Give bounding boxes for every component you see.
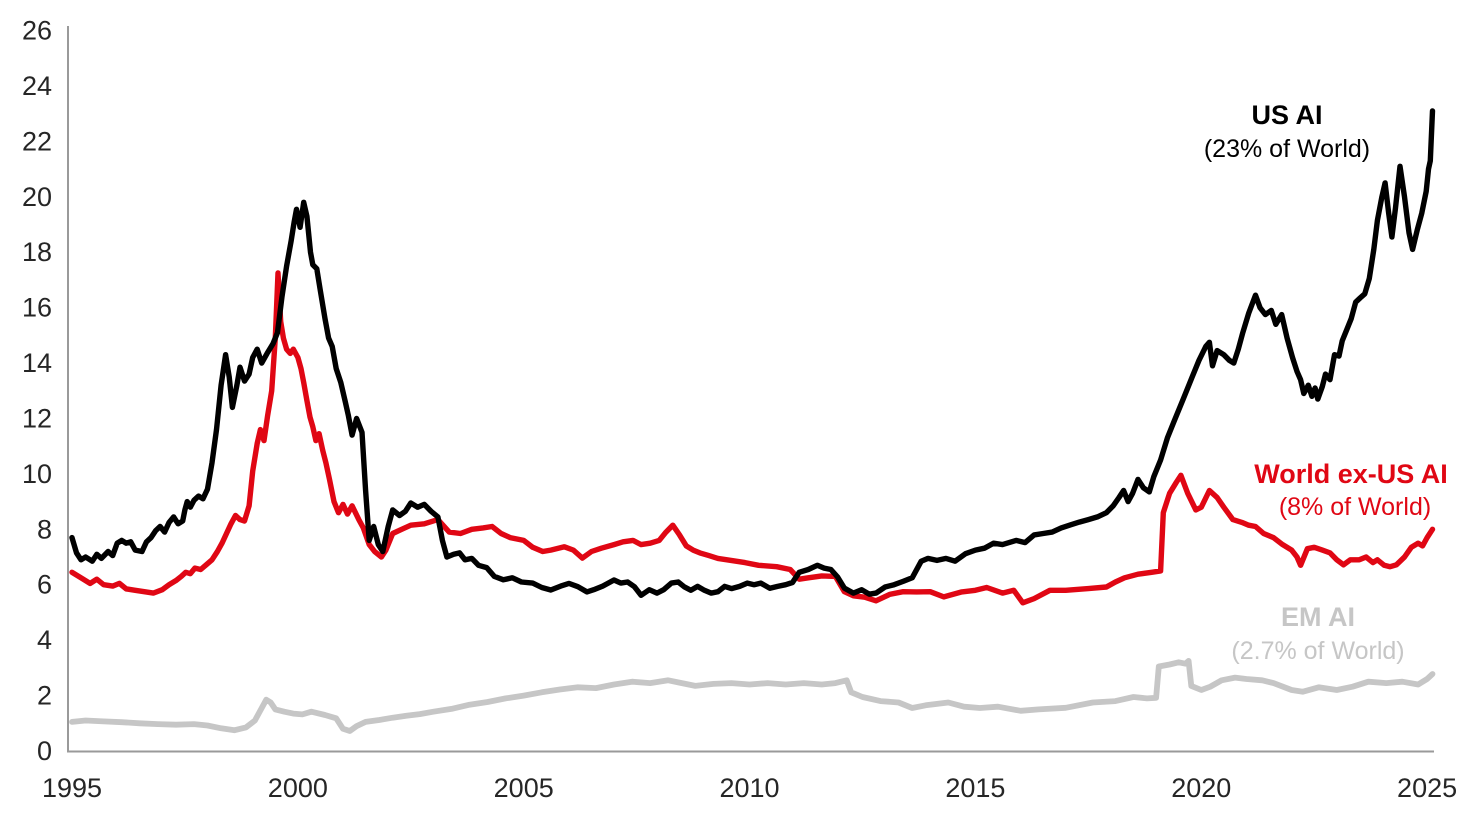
em-ai-line: [69, 658, 1436, 734]
world-ex-us-ai-line: [69, 270, 1436, 606]
us-ai-label: US AI: [1251, 100, 1322, 130]
world-ex-us-ai-sublabel: (8% of World): [1279, 493, 1431, 521]
x-tick-label: 2010: [720, 773, 780, 803]
x-tick-label: 2025: [1397, 773, 1457, 803]
x-tick-label: 2020: [1171, 773, 1231, 803]
y-tick-label: 18: [22, 237, 52, 267]
y-tick-label: 12: [22, 403, 52, 433]
y-tick-label: 22: [22, 126, 52, 156]
world-ex-us-ai-label: World ex-US AI: [1254, 459, 1448, 489]
em-ai-label: EM AI: [1281, 602, 1355, 632]
y-tick-label: 2: [37, 681, 52, 711]
x-tick-label: 1995: [42, 773, 102, 803]
us-ai-sublabel: (23% of World): [1204, 135, 1370, 163]
y-tick-label: 16: [22, 293, 52, 323]
y-tick-label: 20: [22, 182, 52, 212]
em-ai-sublabel: (2.7% of World): [1231, 637, 1404, 665]
y-tick-label: 24: [22, 71, 52, 101]
x-axis-tick-labels: 1995 2000 2005 2010 2015 2020 2025: [42, 773, 1457, 803]
y-tick-label: 4: [37, 625, 52, 655]
y-tick-label: 0: [37, 736, 52, 766]
y-tick-label: 14: [22, 348, 52, 378]
x-tick-label: 2005: [494, 773, 554, 803]
y-tick-label: 26: [22, 16, 52, 46]
x-tick-label: 2015: [945, 773, 1005, 803]
y-tick-label: 6: [37, 570, 52, 600]
y-tick-label: 8: [37, 514, 52, 544]
x-tick-label: 2000: [268, 773, 328, 803]
us-ai-line: [69, 108, 1436, 598]
y-tick-label: 10: [22, 459, 52, 489]
